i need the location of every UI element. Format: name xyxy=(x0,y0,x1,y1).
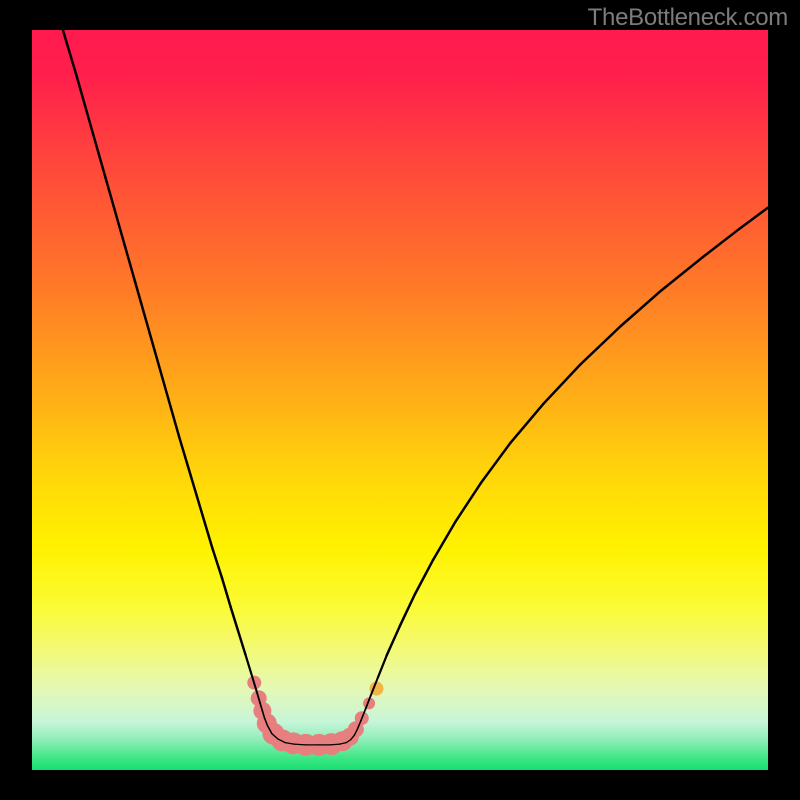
bottleneck-chart xyxy=(32,30,768,770)
chart-frame: TheBottleneck.com xyxy=(0,0,800,800)
gradient-background xyxy=(32,30,768,770)
watermark-text: TheBottleneck.com xyxy=(588,4,788,32)
